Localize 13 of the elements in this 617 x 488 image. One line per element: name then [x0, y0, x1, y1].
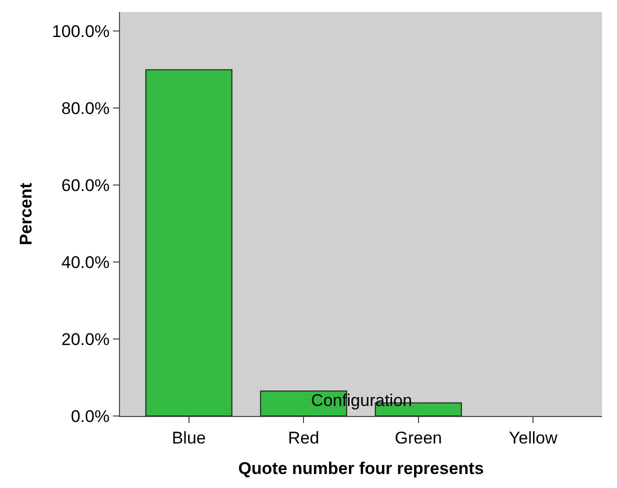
y-axis-title: Percent [16, 182, 36, 246]
y-tick-label: 40.0% [61, 253, 110, 272]
bar [145, 69, 232, 416]
y-tick-label: 0.0% [70, 406, 110, 426]
y-tick-label: 100.0% [52, 22, 110, 42]
y-tick-label: 60.0% [61, 176, 110, 196]
x-axis-title: Quote number four represents [238, 458, 484, 478]
x-tick-label: Yellow [508, 428, 558, 448]
x-tick-label: Blue [172, 428, 206, 448]
x-tick-label: Green [394, 428, 442, 448]
x-tick-label: Red [288, 428, 320, 448]
y-tick-label: 20.0% [61, 330, 110, 349]
y-tick-label: 80.0% [61, 99, 110, 118]
